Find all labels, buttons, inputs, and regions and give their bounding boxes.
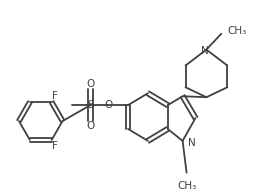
Text: O: O: [86, 79, 95, 89]
Text: O: O: [86, 121, 95, 131]
Text: S: S: [87, 100, 94, 110]
Text: F: F: [52, 91, 58, 101]
Text: N: N: [201, 46, 208, 56]
Text: N: N: [188, 138, 195, 148]
Text: CH₃: CH₃: [227, 26, 246, 36]
Text: O: O: [104, 100, 112, 110]
Text: CH₃: CH₃: [177, 181, 196, 190]
Text: F: F: [52, 141, 58, 151]
